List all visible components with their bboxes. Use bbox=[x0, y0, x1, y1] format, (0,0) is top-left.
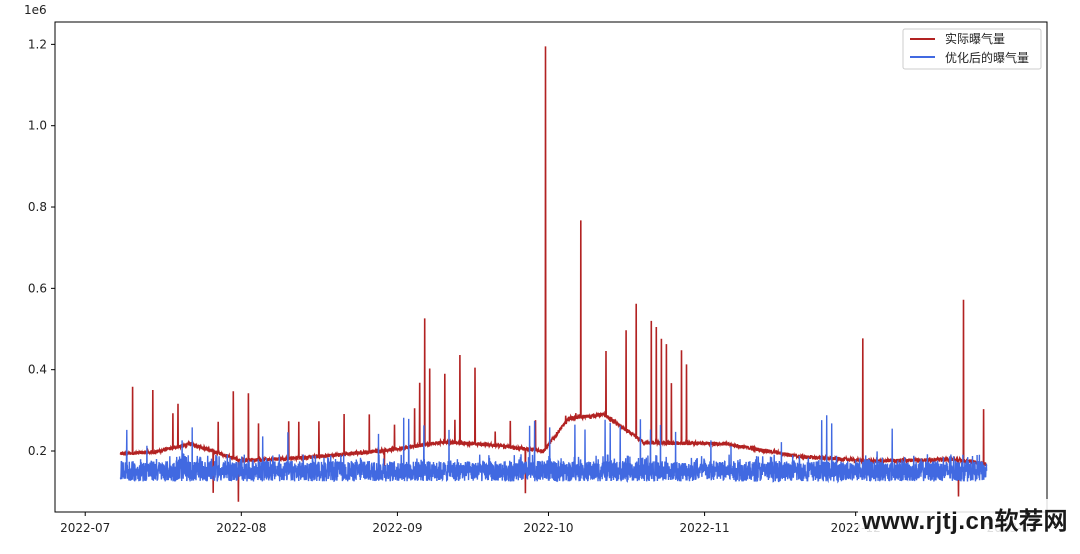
x-tick-label: 2022-07 bbox=[60, 521, 110, 535]
y-tick-label: 1.2 bbox=[28, 37, 47, 51]
y-tick-label: 0.8 bbox=[28, 200, 47, 214]
watermark: www.rjtj.cn软荐网 bbox=[857, 499, 1072, 538]
legend-box bbox=[902, 28, 1042, 70]
legend-label-actual: 实际曝气量 bbox=[945, 31, 1005, 46]
x-tick-label: 2022-10 bbox=[523, 521, 573, 535]
x-tick-label: 2022-11 bbox=[680, 521, 730, 535]
legend-label-optimized: 优化后的曝气量 bbox=[945, 50, 1029, 65]
y-tick-label: 0.4 bbox=[28, 363, 47, 377]
y-scale-label: 1e6 bbox=[24, 3, 47, 17]
x-tick-label: 2022-09 bbox=[372, 521, 422, 535]
y-tick-label: 1.0 bbox=[28, 119, 47, 133]
plot-frame bbox=[54, 21, 1048, 513]
x-tick-label: 2022-08 bbox=[216, 521, 266, 535]
legend: 实际曝气量 优化后的曝气量 bbox=[902, 28, 1042, 70]
y-tick-label: 0.2 bbox=[28, 444, 47, 458]
series-line-optimized bbox=[119, 415, 988, 484]
y-tick-label: 0.6 bbox=[28, 281, 47, 295]
series-line-actual bbox=[119, 46, 988, 502]
